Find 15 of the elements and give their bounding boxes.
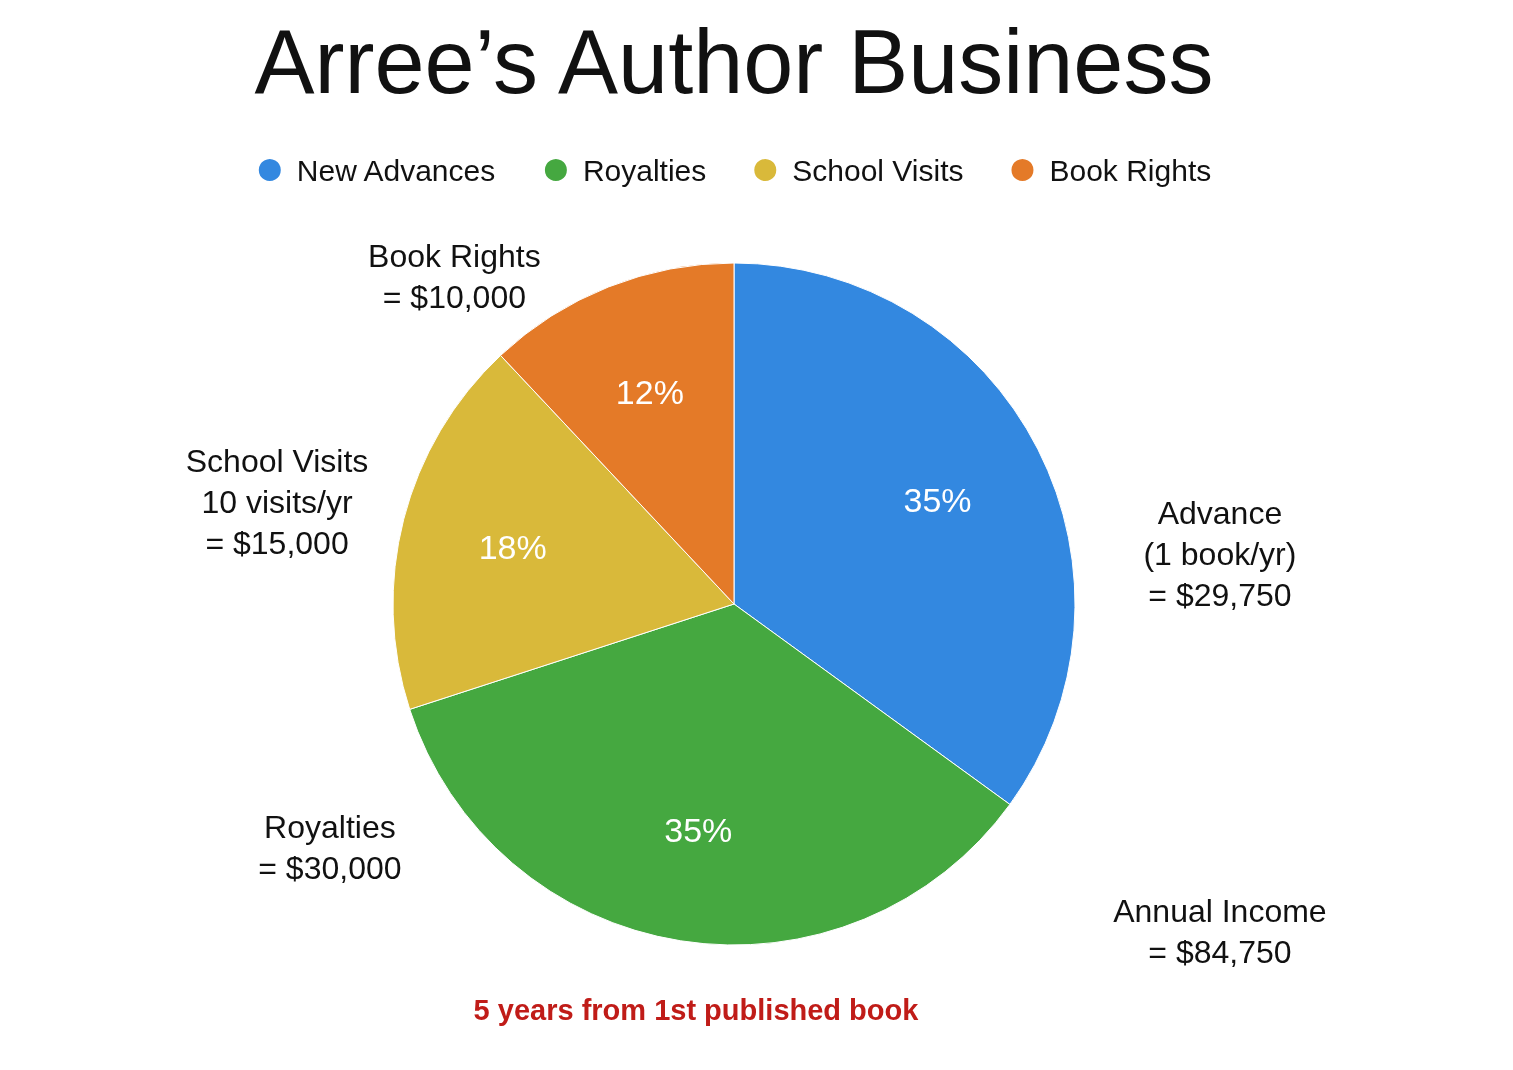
text: Royalties = $30,000 xyxy=(258,808,402,886)
text: Annual Income = $84,750 xyxy=(1113,892,1327,970)
text: Advance (1 book/yr) = $29,750 xyxy=(1143,494,1297,613)
text: 5 years from 1st published book xyxy=(473,994,920,1026)
data-label: 12% xyxy=(615,372,684,411)
text: Book Rights = $10,000 xyxy=(368,238,541,316)
data-label: 35% xyxy=(664,810,733,849)
legend-label: School Visits xyxy=(792,153,964,187)
text: School Visits 10 visits/yr = $15,000 xyxy=(185,442,369,561)
legend-label: Book Rights xyxy=(1049,153,1212,187)
data-label: 35% xyxy=(903,481,972,520)
data-label: 18% xyxy=(478,528,547,567)
legend-label: New Advances xyxy=(296,153,496,187)
chart-title: Arree’s Author Business xyxy=(254,12,1214,112)
legend-label: Royalties xyxy=(582,153,707,187)
